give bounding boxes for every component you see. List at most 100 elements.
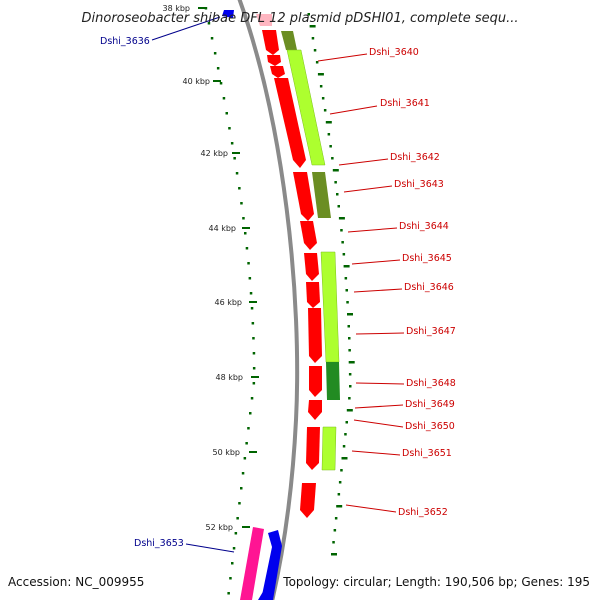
scale-dot xyxy=(238,502,241,505)
scale-dot xyxy=(210,37,214,40)
scale-dot xyxy=(233,157,236,160)
cds-arrow-pink-top xyxy=(256,14,272,26)
scale-dot xyxy=(248,277,252,280)
gene-label-dshi-3648: Dshi_3648 xyxy=(406,378,456,389)
scale-dot xyxy=(222,97,226,100)
kbp-label-44: 44 kbp xyxy=(208,224,236,233)
marker-dot xyxy=(346,301,349,304)
cds-arrow xyxy=(274,78,306,168)
marker-dot xyxy=(343,265,350,268)
cds-arrow xyxy=(267,55,281,66)
cds-arrow-pink xyxy=(240,527,264,600)
scale-dot xyxy=(236,517,239,520)
marker-dot xyxy=(325,121,332,124)
gene-label-dshi-3642: Dshi_3642 xyxy=(390,152,440,163)
marker-dot xyxy=(348,337,351,340)
marker-dot xyxy=(336,193,339,196)
marker-dot xyxy=(337,493,341,496)
scale-dot xyxy=(252,337,255,340)
gene-labels-right: Dshi_3640 Dshi_3641 Dshi_3642 Dshi_3643 … xyxy=(369,47,456,518)
scale-dot xyxy=(252,382,256,385)
marker-dot xyxy=(348,397,351,400)
marker-dot xyxy=(341,241,344,244)
marker-dot xyxy=(341,457,348,460)
cds-arrow xyxy=(304,253,319,281)
gene-labels-left: Dshi_3636 Dshi_3653 xyxy=(100,36,184,549)
marker-dot xyxy=(313,49,317,52)
scale-dot xyxy=(232,547,236,550)
cog-bar xyxy=(321,426,337,471)
marker-dot xyxy=(307,13,310,16)
cds-arrow xyxy=(308,400,322,420)
gene-label-dshi-3650: Dshi_3650 xyxy=(405,421,455,432)
cog-bar xyxy=(312,172,331,218)
gene-label-dshi-3645: Dshi_3645 xyxy=(402,253,452,264)
kbp-label-38: 38 kbp xyxy=(162,4,190,13)
scale-dot xyxy=(243,457,247,460)
gene-label-dshi-3646: Dshi_3646 xyxy=(404,282,454,293)
scale-dot xyxy=(241,472,245,475)
gene-label-dshi-3649: Dshi_3649 xyxy=(405,399,455,410)
gene-label-dshi-3636: Dshi_3636 xyxy=(100,36,150,47)
backbone-ring xyxy=(237,0,300,600)
kbp-label-50: 50 kbp xyxy=(212,448,240,457)
marker-dot xyxy=(342,253,346,256)
marker-dot xyxy=(340,229,343,232)
gene-label-dshi-3652: Dshi_3652 xyxy=(398,507,448,518)
gene-label-dshi-3641: Dshi_3641 xyxy=(380,98,430,109)
marker-dot xyxy=(347,325,350,328)
scale-dot xyxy=(249,412,252,415)
callout-lines-left xyxy=(151,16,235,553)
scale-dot xyxy=(252,367,256,370)
gene-label-dshi-3644: Dshi_3644 xyxy=(399,221,449,232)
marker-dot xyxy=(315,61,319,64)
reverse-cds-track xyxy=(222,10,282,600)
marker-dot xyxy=(340,469,343,472)
scale-dot xyxy=(216,67,220,70)
scale-dot xyxy=(240,487,243,490)
forward-cds-track xyxy=(262,30,322,518)
marker-dot xyxy=(323,109,327,112)
map-title: Dinoroseobacter shibae DFL 12 plasmid pD… xyxy=(82,11,519,26)
cds-arrow xyxy=(306,282,320,308)
marker-dot xyxy=(338,217,345,220)
scale-dot xyxy=(251,322,255,325)
cds-arrow-blue xyxy=(261,530,282,600)
marker-dot xyxy=(345,421,348,424)
marker-dot xyxy=(344,433,347,436)
marker-dot xyxy=(317,73,324,76)
scale-dot xyxy=(207,22,211,25)
marker-dot xyxy=(327,133,331,136)
scale-dot xyxy=(230,142,234,145)
kbp-label-42: 42 kbp xyxy=(200,149,228,158)
cds-arrow-blue-small xyxy=(258,590,272,600)
marker-dot xyxy=(338,481,342,484)
cog-bar xyxy=(286,49,326,166)
cds-arrow xyxy=(309,366,322,397)
marker-dot xyxy=(334,517,338,520)
marker-dot xyxy=(332,541,335,544)
scale-dot xyxy=(225,112,228,115)
cog-track xyxy=(281,31,340,471)
gene-label-dshi-3651: Dshi_3651 xyxy=(402,448,452,459)
marker-dot xyxy=(329,145,332,148)
scale-dot xyxy=(228,127,231,130)
gene-label-dshi-3640: Dshi_3640 xyxy=(369,47,419,58)
scale-dot xyxy=(219,82,223,85)
marker-dot xyxy=(337,205,340,208)
scale-dot xyxy=(245,247,249,250)
marker-dot xyxy=(331,157,334,160)
marker-dot xyxy=(348,373,352,376)
marker-dot xyxy=(319,85,323,88)
cds-arrow xyxy=(308,308,322,363)
scale-dot xyxy=(250,397,254,400)
marker-dot xyxy=(321,97,325,100)
kbp-label-48: 48 kbp xyxy=(215,373,243,382)
marker-dot xyxy=(347,313,353,316)
gene-label-dshi-3647: Dshi_3647 xyxy=(406,326,456,337)
callout-lines-right xyxy=(317,53,405,513)
kbp-label-52: 52 kbp xyxy=(205,523,233,532)
scale-dot xyxy=(240,202,243,205)
scale-dot xyxy=(249,292,253,295)
